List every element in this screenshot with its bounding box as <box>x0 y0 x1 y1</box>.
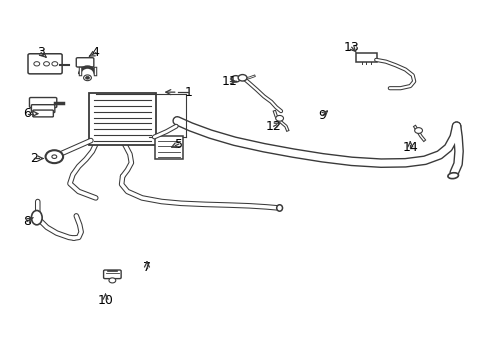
Circle shape <box>85 76 89 79</box>
Ellipse shape <box>447 173 458 179</box>
Text: 8: 8 <box>23 215 31 228</box>
Circle shape <box>231 76 240 82</box>
Circle shape <box>45 150 63 163</box>
FancyBboxPatch shape <box>89 93 156 145</box>
Ellipse shape <box>31 211 42 225</box>
Circle shape <box>52 62 58 66</box>
Text: 11: 11 <box>222 75 237 88</box>
Text: 7: 7 <box>142 261 151 274</box>
Circle shape <box>83 75 91 81</box>
Text: 2: 2 <box>30 152 38 165</box>
Circle shape <box>238 75 246 81</box>
Text: 6: 6 <box>23 107 31 120</box>
FancyBboxPatch shape <box>31 105 55 113</box>
Text: 12: 12 <box>265 120 281 133</box>
Text: 14: 14 <box>402 141 417 154</box>
Circle shape <box>275 116 283 121</box>
FancyBboxPatch shape <box>155 136 182 159</box>
FancyBboxPatch shape <box>28 54 62 74</box>
FancyBboxPatch shape <box>103 270 121 279</box>
Text: 9: 9 <box>318 109 326 122</box>
Ellipse shape <box>276 205 282 211</box>
Text: 5: 5 <box>174 138 183 150</box>
Circle shape <box>414 128 422 134</box>
FancyBboxPatch shape <box>76 58 94 67</box>
Circle shape <box>43 62 49 66</box>
FancyBboxPatch shape <box>33 110 53 117</box>
Text: 3: 3 <box>37 46 45 59</box>
Text: 10: 10 <box>98 294 113 307</box>
Text: 4: 4 <box>92 46 100 59</box>
Circle shape <box>34 62 40 66</box>
Text: 1: 1 <box>184 86 192 99</box>
Text: 13: 13 <box>343 41 359 54</box>
FancyBboxPatch shape <box>29 98 57 108</box>
FancyBboxPatch shape <box>355 53 376 62</box>
Circle shape <box>109 278 116 283</box>
